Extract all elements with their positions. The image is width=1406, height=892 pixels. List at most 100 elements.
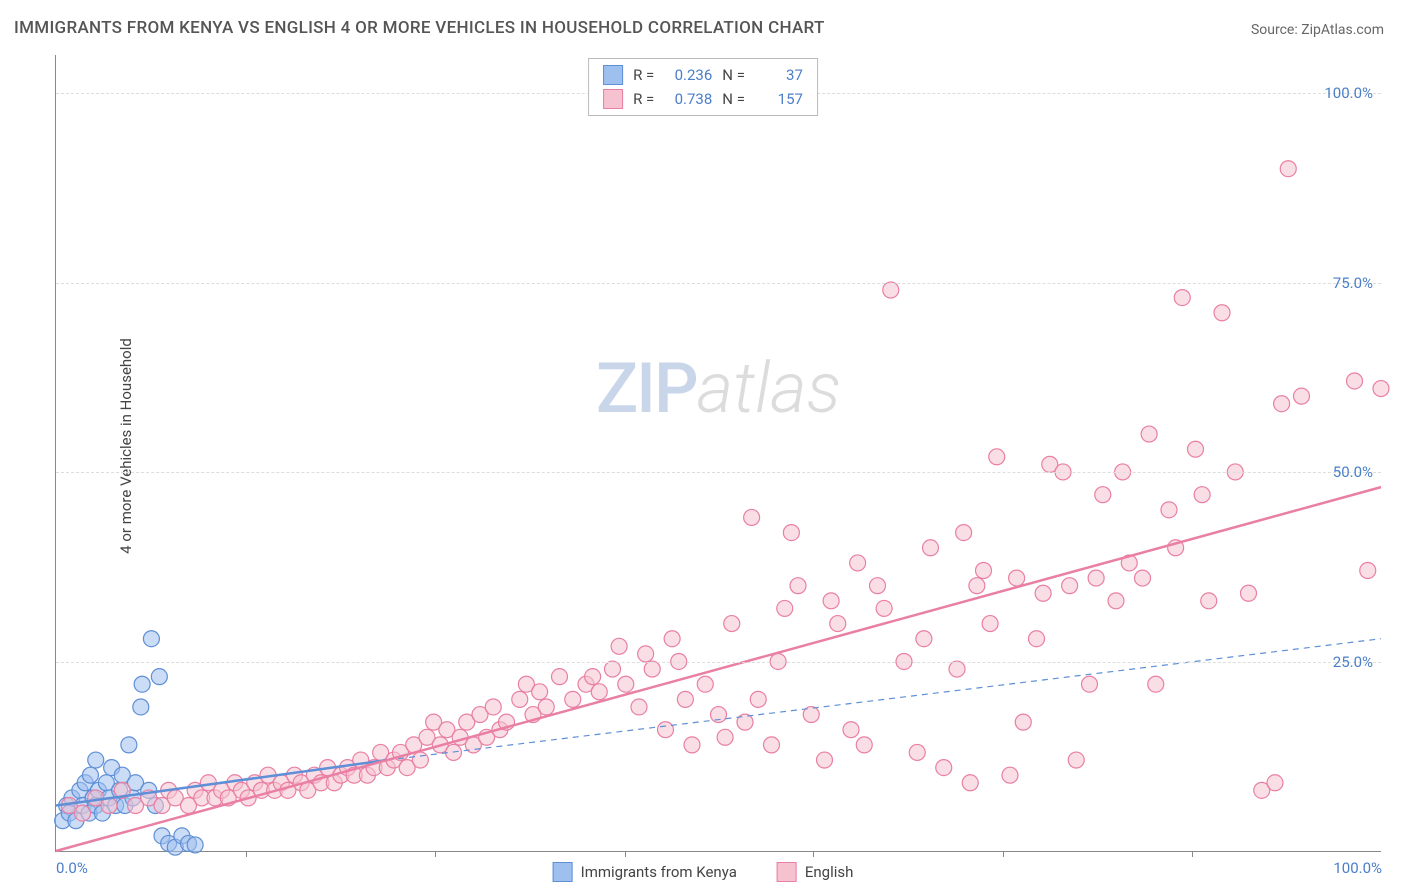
data-point — [823, 593, 839, 609]
x-tick-label: 100.0% — [1333, 859, 1382, 877]
data-point — [962, 775, 978, 791]
correlation-chart: IMMIGRANTS FROM KENYA VS ENGLISH 4 OR MO… — [0, 0, 1406, 892]
data-point — [1068, 752, 1084, 768]
data-point — [585, 669, 601, 685]
data-point — [82, 767, 98, 783]
x-tick-mark — [435, 851, 436, 857]
data-point — [982, 616, 998, 632]
r-value: 0.236 — [664, 66, 712, 84]
data-point — [684, 737, 700, 753]
data-point — [870, 578, 886, 594]
data-point — [1174, 290, 1190, 306]
r-value: 0.738 — [664, 90, 712, 108]
data-point — [783, 525, 799, 541]
series-legend: Immigrants from KenyaEnglish — [553, 862, 854, 882]
x-tick-mark — [1192, 851, 1193, 857]
data-point — [1009, 570, 1025, 586]
stats-legend-row: R =0.236N =37 — [589, 63, 817, 87]
data-point — [744, 509, 760, 525]
data-point — [717, 729, 733, 745]
data-point — [724, 616, 740, 632]
y-tick-label: 75.0% — [1333, 274, 1373, 292]
data-point — [187, 837, 203, 853]
data-point — [1141, 426, 1157, 442]
data-point — [1267, 775, 1283, 791]
data-point — [750, 691, 766, 707]
stats-legend-row: R =0.738N =157 — [589, 87, 817, 111]
data-point — [936, 760, 952, 776]
data-point — [1161, 502, 1177, 518]
y-tick-label: 50.0% — [1333, 463, 1373, 481]
data-point — [843, 722, 859, 738]
data-point — [151, 669, 167, 685]
legend-swatch — [553, 862, 573, 882]
x-tick-mark — [246, 851, 247, 857]
data-point — [976, 563, 992, 579]
data-point — [664, 631, 680, 647]
data-point — [949, 661, 965, 677]
chart-title: IMMIGRANTS FROM KENYA VS ENGLISH 4 OR MO… — [14, 18, 825, 38]
legend-swatch — [603, 89, 623, 109]
data-point — [532, 684, 548, 700]
data-point — [1360, 563, 1376, 579]
data-point — [631, 699, 647, 715]
n-value: 37 — [755, 66, 803, 84]
data-point — [956, 525, 972, 541]
stats-legend: R =0.236N =37R =0.738N =157 — [588, 58, 818, 116]
data-point — [923, 540, 939, 556]
gridline — [56, 472, 1381, 473]
data-point — [1188, 441, 1204, 457]
data-point — [916, 631, 932, 647]
data-point — [591, 684, 607, 700]
data-point — [1241, 585, 1257, 601]
x-tick-mark — [813, 851, 814, 857]
data-point — [830, 616, 846, 632]
n-label: N = — [722, 90, 745, 108]
data-point — [1035, 585, 1051, 601]
x-tick-label: 0.0% — [56, 859, 88, 877]
data-point — [638, 646, 654, 662]
source-attribution: Source: ZipAtlas.com — [1251, 22, 1384, 38]
data-point — [538, 699, 554, 715]
data-point — [817, 752, 833, 768]
y-tick-label: 100.0% — [1324, 84, 1373, 102]
trend-line — [56, 487, 1381, 851]
series-legend-item: Immigrants from Kenya — [553, 862, 737, 882]
data-point — [1373, 381, 1389, 397]
data-point — [644, 661, 660, 677]
data-point — [677, 691, 693, 707]
data-point — [1088, 570, 1104, 586]
data-point — [565, 691, 581, 707]
data-point — [133, 699, 149, 715]
source-label: Source: — [1251, 22, 1301, 38]
y-tick-label: 25.0% — [1333, 653, 1373, 671]
data-point — [1062, 578, 1078, 594]
data-point — [618, 676, 634, 692]
data-point — [1201, 593, 1217, 609]
data-point — [1095, 487, 1111, 503]
data-point — [989, 449, 1005, 465]
data-point — [764, 737, 780, 753]
data-point — [1274, 396, 1290, 412]
data-point — [143, 631, 159, 647]
legend-swatch — [777, 862, 797, 882]
data-point — [75, 805, 91, 821]
data-point — [1135, 570, 1151, 586]
data-point — [611, 638, 627, 654]
data-point — [1002, 767, 1018, 783]
data-point — [697, 676, 713, 692]
x-tick-mark — [1003, 851, 1004, 857]
data-point — [1108, 593, 1124, 609]
data-point — [412, 752, 428, 768]
legend-swatch — [603, 65, 623, 85]
data-point — [1194, 487, 1210, 503]
r-label: R = — [633, 90, 654, 108]
data-point — [1280, 161, 1296, 177]
data-point — [1148, 676, 1164, 692]
data-point — [850, 555, 866, 571]
data-point — [121, 737, 137, 753]
data-point — [1029, 631, 1045, 647]
data-point — [552, 669, 568, 685]
data-point — [485, 699, 501, 715]
data-point — [1082, 676, 1098, 692]
